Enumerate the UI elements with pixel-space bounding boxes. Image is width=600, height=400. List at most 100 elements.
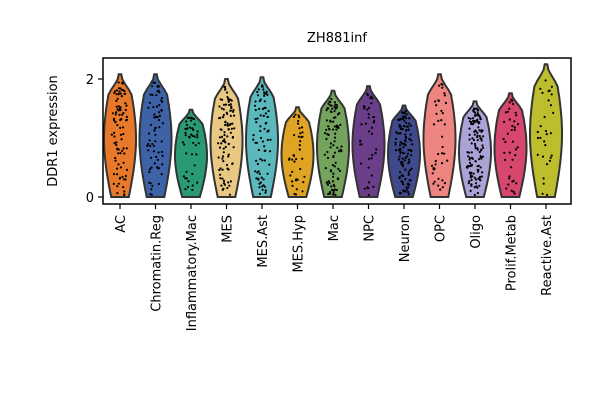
data-point xyxy=(224,87,227,90)
data-point xyxy=(394,143,397,146)
data-point xyxy=(409,168,412,172)
data-point xyxy=(406,152,409,155)
data-point xyxy=(331,164,335,167)
data-point xyxy=(435,104,438,107)
data-point xyxy=(394,138,398,141)
data-point xyxy=(336,125,340,128)
data-point xyxy=(407,128,410,131)
data-point xyxy=(154,140,157,143)
data-point xyxy=(514,111,517,114)
data-point xyxy=(476,191,479,195)
data-point xyxy=(474,144,477,147)
data-point xyxy=(118,177,121,180)
data-point xyxy=(367,116,370,119)
data-point xyxy=(542,177,545,180)
data-point xyxy=(471,157,474,160)
data-point xyxy=(331,175,335,178)
data-point xyxy=(468,127,471,130)
data-point xyxy=(399,127,402,131)
data-point xyxy=(193,135,196,138)
data-point xyxy=(222,151,225,154)
data-point xyxy=(233,114,236,117)
data-point xyxy=(123,193,126,196)
data-point xyxy=(185,152,188,155)
data-point xyxy=(269,138,272,141)
data-point xyxy=(367,157,371,160)
data-point xyxy=(443,123,446,126)
data-point xyxy=(228,123,231,127)
data-point xyxy=(261,188,264,191)
data-point xyxy=(227,128,230,131)
data-point xyxy=(264,112,267,115)
data-point xyxy=(193,123,196,126)
data-point xyxy=(222,147,225,150)
data-point xyxy=(220,184,223,187)
data-point xyxy=(122,126,125,129)
data-point xyxy=(119,92,122,95)
data-point xyxy=(233,127,236,130)
data-point xyxy=(516,146,519,149)
data-point xyxy=(513,126,516,129)
data-point xyxy=(153,129,156,132)
data-point xyxy=(325,181,328,184)
data-point xyxy=(218,117,221,120)
data-point xyxy=(471,175,474,178)
data-point xyxy=(327,192,330,196)
data-point xyxy=(434,159,437,163)
data-point xyxy=(473,193,476,196)
data-point xyxy=(476,168,479,171)
data-point xyxy=(470,142,473,145)
data-point xyxy=(125,168,129,171)
data-point xyxy=(257,88,260,91)
data-point xyxy=(150,193,153,196)
data-point xyxy=(466,151,469,154)
data-point xyxy=(475,107,478,110)
data-point xyxy=(474,120,477,123)
data-point xyxy=(116,192,119,195)
data-point xyxy=(224,123,227,127)
data-point xyxy=(470,184,473,187)
data-point xyxy=(326,156,330,159)
data-point xyxy=(366,94,370,97)
data-point xyxy=(541,192,544,195)
data-point xyxy=(258,172,261,175)
data-point xyxy=(148,139,151,142)
data-point xyxy=(549,132,553,135)
data-point xyxy=(468,161,472,164)
data-point xyxy=(119,166,123,169)
data-point xyxy=(123,190,126,193)
x-tick-label: Oligo xyxy=(469,215,484,249)
data-point xyxy=(185,128,188,131)
data-point xyxy=(545,163,549,166)
data-point xyxy=(432,123,436,126)
data-point xyxy=(503,158,507,161)
data-point xyxy=(263,145,266,148)
data-point xyxy=(476,131,479,134)
data-point xyxy=(398,132,401,135)
data-point xyxy=(468,138,471,141)
x-tick-label: OPC xyxy=(434,215,449,242)
data-point xyxy=(226,122,229,125)
data-point xyxy=(117,105,120,108)
data-point xyxy=(327,102,330,105)
data-point xyxy=(196,130,199,133)
data-point xyxy=(115,93,118,96)
y-axis: 02 xyxy=(86,73,103,206)
x-tick-label: Neuron xyxy=(398,215,413,262)
data-point xyxy=(326,183,329,186)
data-point xyxy=(300,126,304,129)
data-point xyxy=(340,145,343,148)
data-point xyxy=(192,141,195,144)
data-point xyxy=(514,148,518,151)
data-point xyxy=(403,139,407,142)
data-point xyxy=(256,162,259,166)
data-point xyxy=(161,100,164,103)
data-point xyxy=(408,117,411,120)
data-point xyxy=(402,174,405,178)
data-point xyxy=(482,135,485,138)
data-point xyxy=(188,116,191,119)
data-point xyxy=(262,88,265,91)
data-point xyxy=(370,174,373,177)
data-point xyxy=(404,136,408,140)
data-point xyxy=(550,154,553,157)
